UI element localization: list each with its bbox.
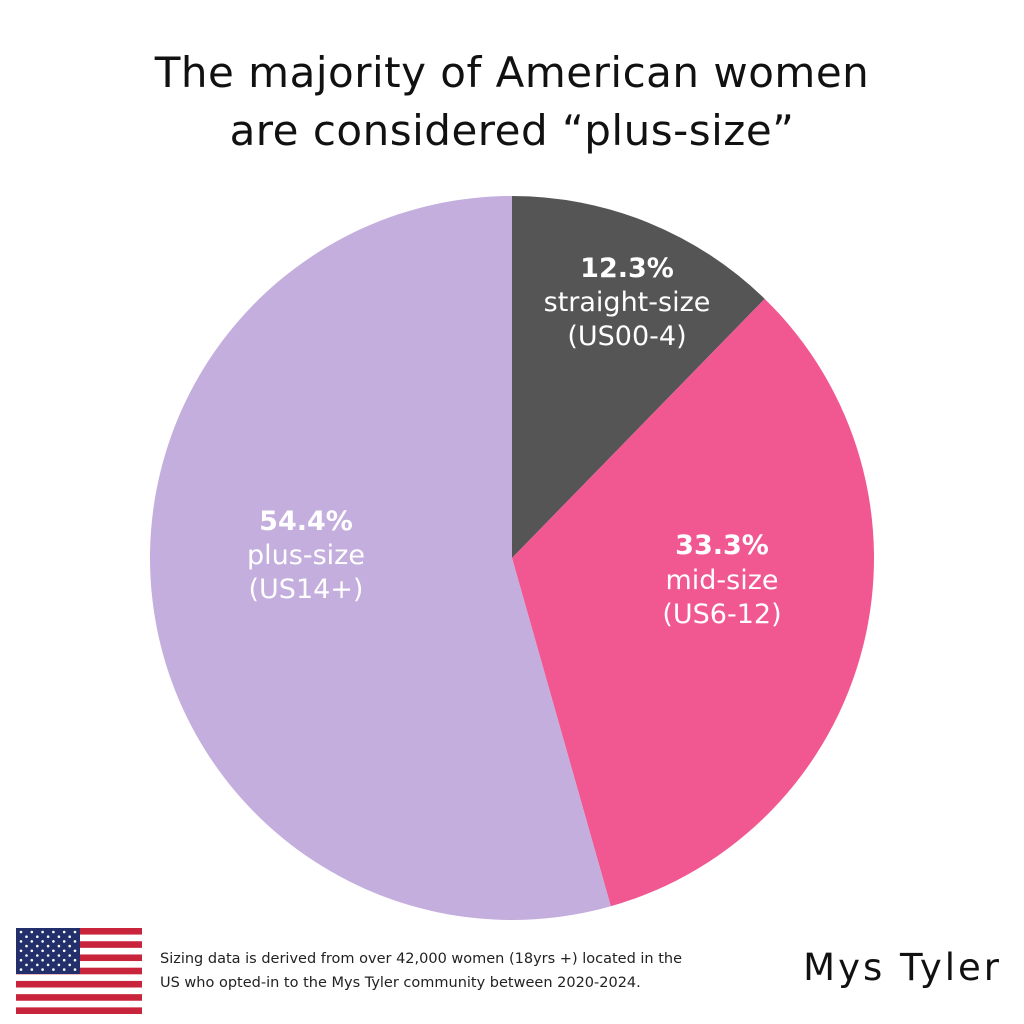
pie-slice-straight-size [512,196,765,558]
pie-slice-mid-size [512,298,875,907]
slice-range-plus-size: (US14+) [249,574,364,605]
footnote-line-1: Sizing data is derived from over 42,000 … [160,951,683,967]
slice-percent-mid-size: 33.3% [675,530,769,561]
pie-labels: 12.3% straight-size (US00-4) 33.3% mid-s… [247,253,782,630]
brand-logo: Mys Tyler [803,946,1002,989]
footnote-line-2: US who opted-in to the Mys Tyler communi… [160,975,641,991]
slice-label-plus-size: 54.4% plus-size (US14+) [247,506,365,605]
slice-range-mid-size: (US6-12) [662,599,781,630]
pie-slice-plus-size [150,196,611,920]
slice-name-straight-size: straight-size [544,287,711,318]
slice-percent-plus-size: 54.4% [259,506,353,537]
footnote: Sizing data is derived from over 42,000 … [160,947,760,995]
slice-range-straight-size: (US00-4) [567,321,686,352]
chart-title-line-2: are considered “plus-size” [229,106,795,155]
slice-percent-straight-size: 12.3% [580,253,674,284]
chart-title-line-1: The majority of American women [154,48,870,97]
pie-slices [150,196,875,920]
slice-name-plus-size: plus-size [247,540,365,571]
slice-label-mid-size: 33.3% mid-size (US6-12) [662,530,781,630]
us-flag-icon [16,928,142,1014]
slice-name-mid-size: mid-size [665,565,778,596]
chart-title: The majority of American women are consi… [0,44,1024,160]
slice-label-straight-size: 12.3% straight-size (US00-4) [544,253,711,352]
